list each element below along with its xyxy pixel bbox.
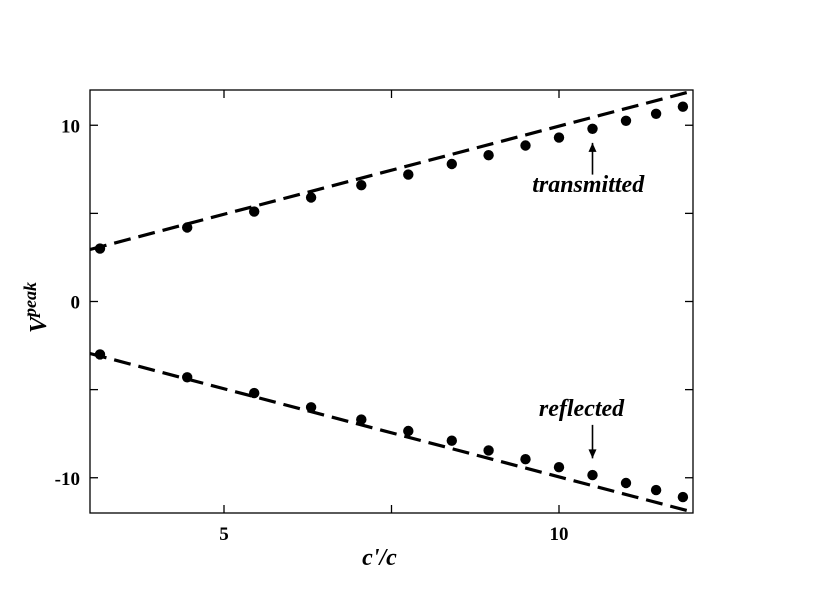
data-point: [620, 115, 632, 127]
data-point: [520, 140, 531, 151]
x-axis-title: c'/c: [362, 545, 397, 571]
annotation-arrow-head: [588, 449, 597, 459]
data-point: [483, 445, 494, 456]
y-axis-title: Vpeak: [20, 282, 52, 333]
dashed-fit-line: [89, 89, 694, 252]
data-point: [403, 169, 414, 180]
y-axis-title-superscript: peak: [20, 282, 40, 319]
data-point: [305, 192, 317, 203]
data-point: [677, 101, 689, 112]
annotation-label: reflected: [539, 396, 625, 422]
annotation-arrow-head: [588, 142, 597, 152]
data-point: [356, 180, 367, 191]
data-point: [403, 425, 414, 437]
axis-labels: c'/c Vpeak: [20, 282, 397, 571]
data-point: [587, 123, 598, 134]
annotation-label: transmitted: [532, 172, 645, 198]
y-tick-label: 10: [61, 116, 80, 137]
plot-frame: [89, 89, 694, 514]
y-tick-label: -10: [55, 469, 80, 490]
annotations: transmitted reflected: [532, 142, 645, 459]
dashed-fit-line: [89, 351, 694, 514]
data-point: [94, 243, 106, 254]
data-point: [553, 132, 565, 143]
data-point: [587, 469, 598, 481]
x-tick-label: 10: [550, 524, 569, 545]
data-point: [620, 477, 632, 489]
data-point: [182, 372, 193, 383]
data-point: [677, 491, 689, 503]
data-point: [94, 349, 106, 360]
data-point: [182, 222, 193, 233]
y-axis-title-base: V: [26, 315, 52, 333]
data-point: [650, 108, 662, 120]
axes: 5 10 -10 0 10: [55, 89, 694, 545]
data-point: [249, 387, 260, 399]
data-point: [305, 402, 317, 413]
data-point: [650, 484, 662, 496]
data-point: [446, 435, 457, 446]
data-point: [483, 150, 494, 161]
data-point: [520, 454, 531, 465]
data-point: [553, 462, 565, 473]
y-tick-label: 0: [71, 293, 81, 314]
fit-lines: [89, 89, 694, 514]
x-tick-label: 5: [219, 524, 229, 545]
data-point: [356, 414, 367, 425]
data-point: [249, 206, 260, 217]
data-points: [94, 101, 689, 503]
data-point: [446, 158, 457, 170]
